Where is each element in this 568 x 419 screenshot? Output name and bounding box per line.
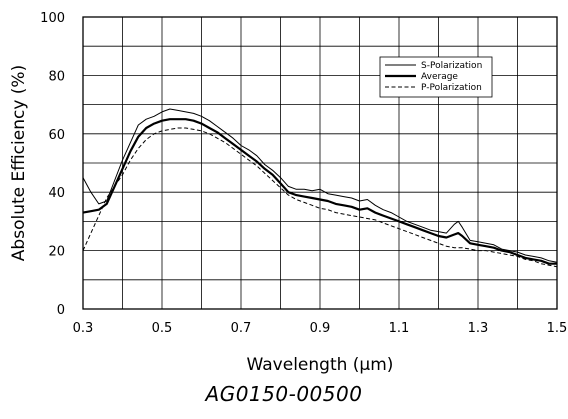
efficiency-chart: 0.3 0.5 0.7 0.9 1.1 1.3 1.5 0 20 40 60 80 100 Wavel…: [9, 11, 568, 375]
series-line-average: [82, 118, 557, 265]
series-line-s-polarization: [82, 108, 558, 263]
x-axis-label: Wavelength (µm): [247, 355, 394, 375]
y-tick-label: 0: [57, 303, 65, 318]
y-axis-label: Absolute Efficiency (%): [9, 65, 29, 261]
legend-label: S-Polarization: [421, 61, 482, 71]
plot-frame: [82, 16, 558, 310]
x-tick-label: 0.7: [231, 321, 252, 336]
y-tick-labels: 0 20 40 60 80 100: [40, 11, 65, 318]
legend-label: P-Polarization: [421, 83, 482, 93]
x-tick-label: 0.9: [310, 321, 331, 336]
y-tick-label: 40: [48, 186, 65, 201]
x-tick-label: 1.3: [468, 321, 489, 336]
part-number-caption: AG0150-00500: [205, 382, 363, 406]
y-tick-label: 20: [48, 245, 65, 260]
series-layer: [82, 108, 558, 268]
y-tick-label: 60: [48, 128, 65, 143]
y-tick-label: 80: [48, 69, 65, 84]
x-tick-label: 1.5: [547, 321, 568, 336]
series-line-p-polarization: [82, 127, 558, 268]
x-tick-label: 1.1: [389, 321, 410, 336]
x-tick-labels: 0.3 0.5 0.7 0.9 1.1 1.3 1.5: [73, 321, 568, 336]
x-tick-label: 0.5: [152, 321, 173, 336]
y-tick-label: 100: [40, 11, 65, 26]
legend-label: Average: [421, 72, 458, 82]
x-tick-label: 0.3: [73, 321, 94, 336]
